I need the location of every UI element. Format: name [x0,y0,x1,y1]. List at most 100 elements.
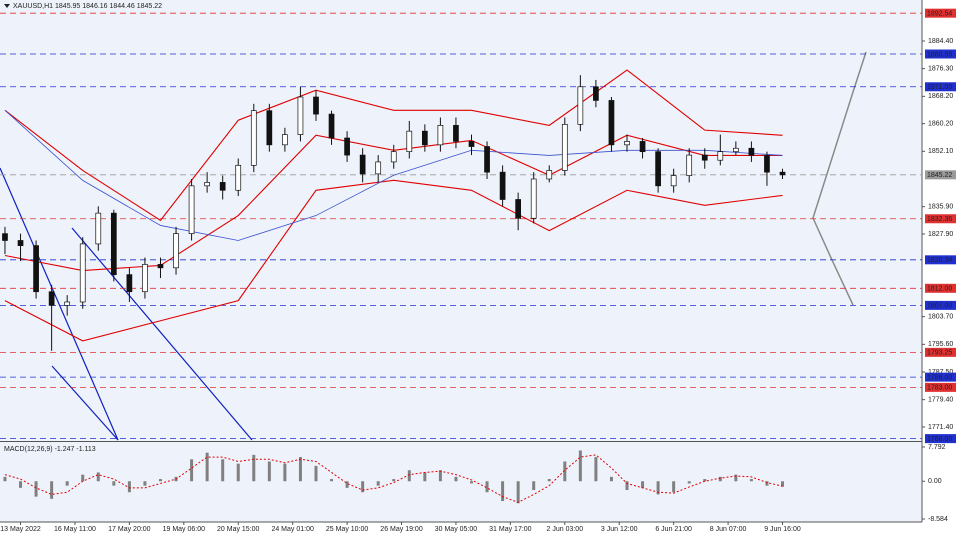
candle [266,103,273,152]
candle [639,138,646,159]
macd-bar [656,481,660,495]
x-tick-label: 6 Jun 21:00 [655,526,692,533]
x-tick-label: 31 May 17:00 [489,526,532,533]
x-tick-label: 8 Jun 07:00 [710,526,747,533]
y-tick-label: 1827.90 [928,231,953,238]
macd-bar [65,481,69,486]
level-box [925,255,956,265]
candle-body [33,245,39,293]
x-tick-label: 13 May 2022 [0,526,41,533]
candle-body [624,141,630,146]
level-label: 1786.00 [927,374,952,381]
candle-body [561,123,568,171]
candle [2,226,8,255]
candle [406,120,413,159]
macd-bar [221,459,225,482]
candle-body [204,182,210,187]
trend-line [0,167,119,441]
y-tick-label: 1876.30 [928,66,953,73]
macd-bar [314,465,318,482]
macd-bar [501,481,505,502]
candle [173,226,179,275]
candle [468,134,475,156]
candle [79,237,86,309]
level-box [925,82,956,92]
macd-bar [376,481,380,486]
macd-bar [438,470,442,482]
candle-body [421,130,428,146]
candle [515,192,521,231]
x-tick-label: 3 Jun 12:00 [601,526,638,533]
y-tick-label: -8.584 [928,516,948,523]
level-box [925,170,956,180]
candle-body [468,141,475,147]
candle-body [79,243,86,303]
level-box [925,8,956,18]
candle-body [546,170,553,180]
candle-body [701,154,708,161]
candle-body [266,110,273,146]
macd-bar [532,481,536,491]
candle-body [406,130,413,153]
candle-body [173,233,179,269]
candle [344,131,350,162]
candle [313,90,319,121]
candle [577,75,584,132]
candle [670,168,677,193]
macd-bar [392,479,396,482]
candle-body [484,146,490,173]
macd-bar [563,461,567,482]
macd-bar [781,481,785,487]
candle [437,117,444,152]
level-label: 1892.54 [927,11,952,18]
candle-body [157,264,164,269]
candle [453,117,459,149]
macd-bar [578,450,582,482]
candle [655,148,661,193]
macd-bar [19,481,23,488]
candle-body [110,212,117,275]
macd-bar [252,454,256,482]
candle-body [17,240,24,246]
candle-body [282,134,288,146]
macd-bar [718,476,722,482]
candle-body [219,182,226,191]
candle [499,165,506,207]
y-tick-label: 1852.10 [928,148,953,155]
y-tick-label: 1771.40 [928,424,953,431]
trend-lines [0,167,253,441]
macd-bar [423,472,427,482]
candle-body [748,147,755,156]
candle [250,103,257,173]
candle-body [639,141,646,153]
candle-body [235,164,242,191]
y-tick-label: 1779.40 [928,397,953,404]
y-tick-label: 1860.20 [928,121,953,128]
x-tick-label: 24 May 01:00 [271,526,314,533]
macd-bar [594,457,598,482]
candle-body [48,291,55,306]
candle [219,175,226,200]
macd-bar [34,481,38,497]
chart-title: XAUUSD,H1 1845.95 1846.16 1844.46 1845.2… [13,3,162,10]
macd-bar [469,481,473,484]
macd-bar [625,481,629,491]
indicator-line [4,110,783,241]
level-label: 1871.00 [927,84,952,91]
macd-bar [112,481,116,486]
macd-bar [96,472,100,482]
macd-bar [81,474,85,482]
x-tick-label: 25 May 10:00 [326,526,369,533]
y-tick-label: 1835.90 [928,204,953,211]
candle-body [764,155,770,173]
x-tick-label: 26 May 19:00 [380,526,423,533]
level-label: 1812.00 [927,286,952,293]
macd-bar [516,481,520,504]
candle-body [515,199,521,219]
level-box [925,382,956,392]
candle-body [390,151,397,163]
candle [593,79,599,108]
candle-body [297,96,304,135]
candle-body [733,147,739,153]
candle [142,257,148,299]
